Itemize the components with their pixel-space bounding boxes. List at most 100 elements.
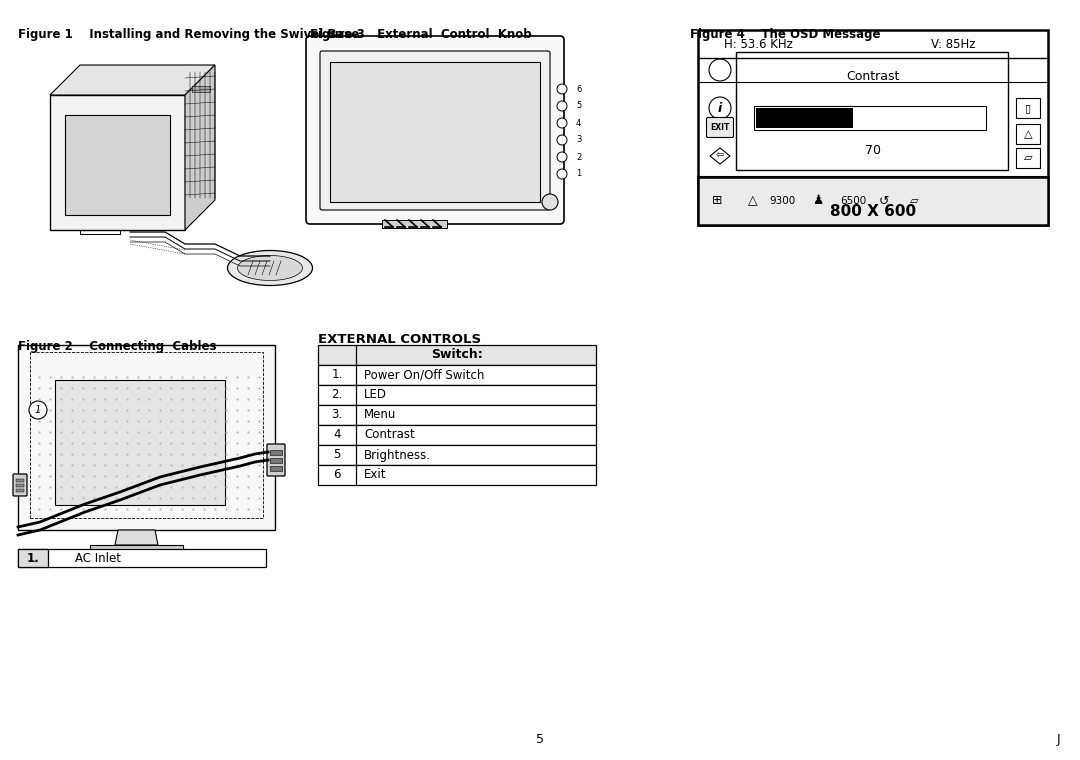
Text: 2: 2 <box>576 153 581 162</box>
Text: 1: 1 <box>35 405 41 415</box>
Polygon shape <box>185 65 215 230</box>
Text: Figure 1    Installing and Removing the Swivel Base: Figure 1 Installing and Removing the Swi… <box>18 28 360 41</box>
Text: Figure 2    Connecting  Cables: Figure 2 Connecting Cables <box>18 340 216 353</box>
Ellipse shape <box>238 255 302 280</box>
Polygon shape <box>18 345 275 530</box>
Text: Contrast: Contrast <box>847 71 900 84</box>
FancyBboxPatch shape <box>306 36 564 224</box>
Bar <box>192 86 210 92</box>
Text: 70: 70 <box>865 144 881 157</box>
FancyBboxPatch shape <box>13 474 27 496</box>
FancyBboxPatch shape <box>18 549 48 567</box>
FancyBboxPatch shape <box>705 189 729 213</box>
Text: 6: 6 <box>334 468 341 482</box>
Text: 3: 3 <box>576 135 581 144</box>
Circle shape <box>557 135 567 145</box>
Circle shape <box>557 84 567 94</box>
Circle shape <box>542 194 558 210</box>
FancyBboxPatch shape <box>318 365 596 385</box>
Text: AC Inlet: AC Inlet <box>75 552 121 565</box>
Text: 6: 6 <box>576 84 581 93</box>
FancyBboxPatch shape <box>318 445 596 465</box>
Text: ♟: ♟ <box>812 195 824 207</box>
Text: Brightness.: Brightness. <box>364 448 431 461</box>
Polygon shape <box>50 65 215 95</box>
Text: EXTERNAL CONTROLS: EXTERNAL CONTROLS <box>318 333 481 346</box>
Circle shape <box>708 97 731 119</box>
Circle shape <box>777 59 799 81</box>
Circle shape <box>557 118 567 128</box>
Text: ↺: ↺ <box>879 195 889 207</box>
Circle shape <box>882 59 904 81</box>
Text: ⇦: ⇦ <box>716 151 724 161</box>
Text: Switch:: Switch: <box>431 349 483 362</box>
FancyBboxPatch shape <box>318 345 596 365</box>
Polygon shape <box>114 530 158 545</box>
FancyBboxPatch shape <box>756 108 853 128</box>
FancyBboxPatch shape <box>872 189 896 213</box>
Polygon shape <box>710 148 730 164</box>
Text: i: i <box>718 102 723 115</box>
Polygon shape <box>65 115 170 215</box>
Text: H: 53.6 KHz: H: 53.6 KHz <box>724 37 793 50</box>
FancyBboxPatch shape <box>1016 124 1040 144</box>
Text: EXIT: EXIT <box>711 122 730 131</box>
Bar <box>382 220 447 228</box>
Circle shape <box>915 59 937 81</box>
FancyBboxPatch shape <box>330 62 540 202</box>
Text: 5: 5 <box>334 448 340 461</box>
Text: Figure 3   External  Control  Knob: Figure 3 External Control Knob <box>310 28 531 41</box>
Text: V: 85Hz: V: 85Hz <box>931 37 975 50</box>
Text: ▯: ▯ <box>1025 103 1031 113</box>
FancyBboxPatch shape <box>320 51 550 210</box>
FancyBboxPatch shape <box>318 425 596 445</box>
Circle shape <box>29 401 48 419</box>
Text: Contrast: Contrast <box>364 429 415 442</box>
Text: 6500: 6500 <box>840 196 866 206</box>
FancyBboxPatch shape <box>902 189 926 213</box>
Bar <box>16 489 24 492</box>
Text: 9300: 9300 <box>770 196 796 206</box>
Circle shape <box>742 59 764 81</box>
Text: Figure 4    The OSD Message: Figure 4 The OSD Message <box>690 28 880 41</box>
Text: J: J <box>1056 733 1059 746</box>
Text: Exit: Exit <box>364 468 387 482</box>
FancyBboxPatch shape <box>267 444 285 476</box>
FancyBboxPatch shape <box>1016 98 1040 118</box>
Text: 1.: 1. <box>27 552 39 565</box>
FancyBboxPatch shape <box>698 177 1048 225</box>
Polygon shape <box>55 380 225 505</box>
Circle shape <box>557 169 567 179</box>
Text: LED: LED <box>364 388 387 401</box>
Bar <box>270 466 282 471</box>
Bar <box>16 479 24 482</box>
Text: 5: 5 <box>536 733 544 746</box>
Text: △: △ <box>1024 129 1032 139</box>
Text: 1.: 1. <box>332 369 342 382</box>
FancyBboxPatch shape <box>698 30 1048 225</box>
Text: 800 X 600: 800 X 600 <box>829 204 916 219</box>
Text: 3.: 3. <box>332 409 342 422</box>
FancyBboxPatch shape <box>754 106 986 130</box>
Text: 4: 4 <box>576 119 581 128</box>
Text: Power On/Off Switch: Power On/Off Switch <box>364 369 484 382</box>
FancyBboxPatch shape <box>318 385 596 405</box>
Text: 2.: 2. <box>332 388 342 401</box>
Text: ▱: ▱ <box>1024 153 1032 163</box>
Text: ⊞: ⊞ <box>712 195 723 207</box>
Bar <box>270 450 282 455</box>
Bar <box>270 458 282 463</box>
Polygon shape <box>50 95 185 230</box>
Text: 4: 4 <box>334 429 341 442</box>
FancyBboxPatch shape <box>18 549 266 567</box>
FancyBboxPatch shape <box>1016 148 1040 168</box>
FancyBboxPatch shape <box>706 118 733 138</box>
Circle shape <box>557 101 567 111</box>
Ellipse shape <box>228 251 312 286</box>
Text: 5: 5 <box>576 102 581 110</box>
Text: △: △ <box>748 195 758 207</box>
Text: 1: 1 <box>576 169 581 179</box>
Circle shape <box>557 152 567 162</box>
Circle shape <box>708 59 731 81</box>
Bar <box>16 484 24 487</box>
